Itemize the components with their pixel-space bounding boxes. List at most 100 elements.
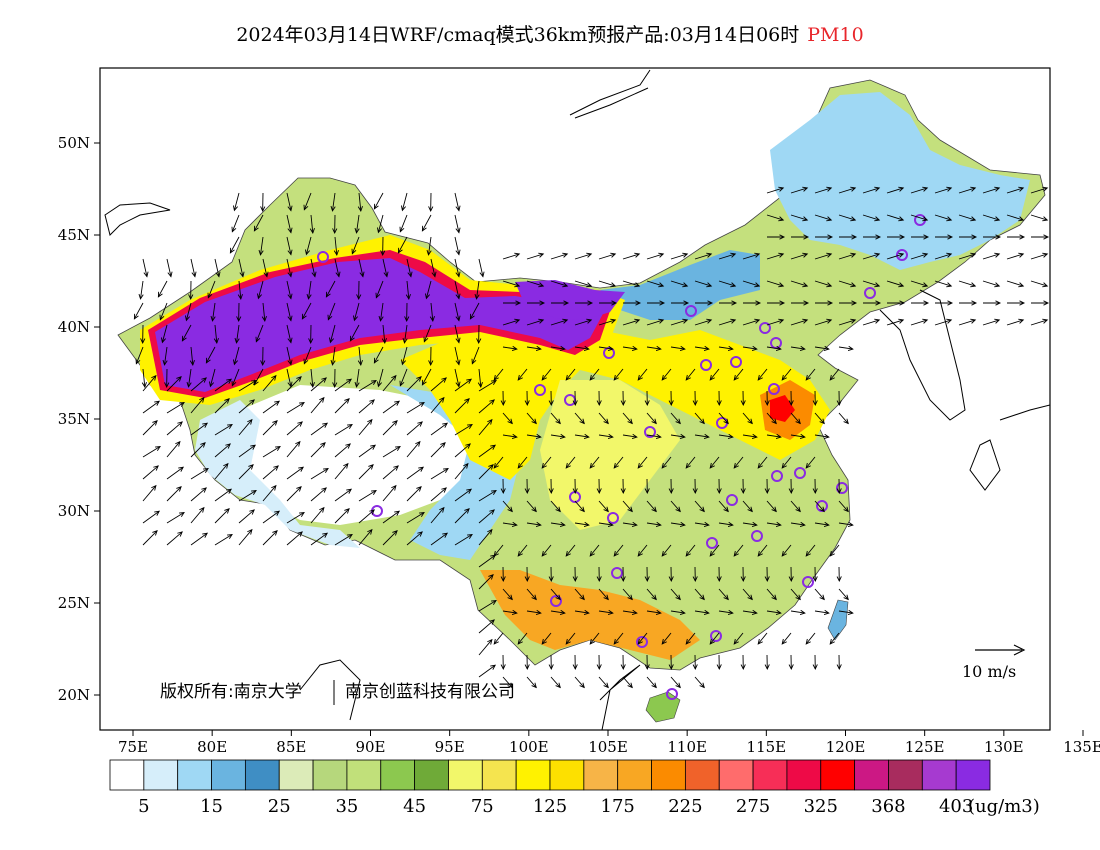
wind-arrow [589,544,600,557]
wind-arrow [1006,280,1025,288]
wind-arrow [238,380,257,392]
wind-arrow [262,446,281,458]
wind-arrow [589,456,600,469]
wind-arrow [911,300,930,306]
wind-arrow [692,566,698,583]
wind-arrow [596,654,602,671]
wind-arrow [405,280,411,300]
wind-arrow [550,609,566,615]
wind-arrow [742,252,761,260]
wind-arrow [181,324,192,342]
wind-arrow [838,588,849,601]
wind-arrow [733,368,744,381]
wind-arrow [382,258,389,278]
tibet-lightblue [195,400,360,548]
lon-tick-label: 115E [747,738,787,756]
wind-arrow [334,424,353,436]
colorbar-label: 5 [138,796,149,817]
wind-arrow [166,486,182,502]
wind-arrow [469,302,480,320]
wind-arrow [668,566,674,583]
colorbar-swatch [583,759,619,791]
wind-arrow [550,521,566,527]
wind-arrow [402,324,408,344]
wind-arrow [358,399,375,414]
wind-arrow [572,478,578,495]
wind-arrow [815,300,834,306]
wind-arrow [190,442,206,458]
wind-arrow [622,318,641,326]
wind-arrow [286,512,305,524]
wind-arrow [910,252,929,260]
wind-arrow [327,302,336,321]
wind-arrow [661,368,672,381]
wind-arrow [718,588,729,601]
colorbar-swatch [346,759,382,791]
wind-arrow [718,500,729,513]
wind-arrow [790,500,801,513]
wind-arrow [428,192,434,213]
wind-arrow [478,554,496,568]
wind-arrow [333,236,339,256]
wind-arrow [286,236,293,256]
colorbar-label: 35 [335,796,358,817]
wind-arrow [478,664,496,678]
wind-arrow [1006,252,1025,260]
wind-arrow [526,588,537,601]
taiwan [827,599,849,641]
wind-arrow [670,676,681,689]
wind-arrow [262,510,280,524]
wind-arrow [670,521,686,527]
wind-arrow [382,484,397,502]
wind-arrow [766,345,782,351]
wind-arrow [862,252,881,260]
wind-arrow [166,376,182,392]
wind-arrow [454,378,472,392]
colorbar-label: 225 [668,796,702,817]
wind-arrow [694,500,705,513]
wind-arrow [788,390,794,407]
wind-arrow [670,345,686,351]
wind-arrow [671,300,690,306]
wind-arrow [358,464,374,480]
wind-arrow [502,412,513,425]
colorbar-swatch [888,759,923,791]
wind-arrow [742,500,753,513]
wind-arrow [598,280,617,288]
wind-arrow [1031,234,1050,240]
wind-arrow [814,252,833,260]
wind-arrow [214,378,232,392]
station-marker [706,537,718,549]
wind-arrow [838,500,849,513]
wind-arrow [862,280,881,288]
wind-arrow [310,532,328,546]
wind-arrow [190,422,208,436]
wind-arrow [214,488,232,502]
northeast-blue [770,92,1030,270]
wind-arrow [838,214,857,222]
wind-arrow [733,544,744,557]
lon-tick-label: 120E [826,738,866,756]
wind-arrow [836,566,842,583]
wind-arrow [349,324,360,342]
wind-arrow [694,318,713,326]
wind-arrow [622,609,638,615]
wind-arrow [238,444,256,458]
wind-arrow [502,500,513,513]
wind-arrow [308,324,314,345]
wind-arrow [262,530,278,546]
wind-arrow [829,544,840,557]
wind-arrow [332,368,338,389]
wind-arrow [620,390,626,407]
wind-arrow [478,490,497,502]
wind-arrow [670,412,681,425]
wind-arrow [286,531,303,546]
wind-arrow [767,234,786,240]
wind-arrow [262,484,277,502]
inner-mongolia-blue [600,250,760,320]
lat-tick-label: 35N [58,410,90,428]
wind-arrow [814,609,830,615]
indochina-outline [299,659,641,730]
wind-arrow [357,192,363,212]
wind-arrow [838,280,857,288]
